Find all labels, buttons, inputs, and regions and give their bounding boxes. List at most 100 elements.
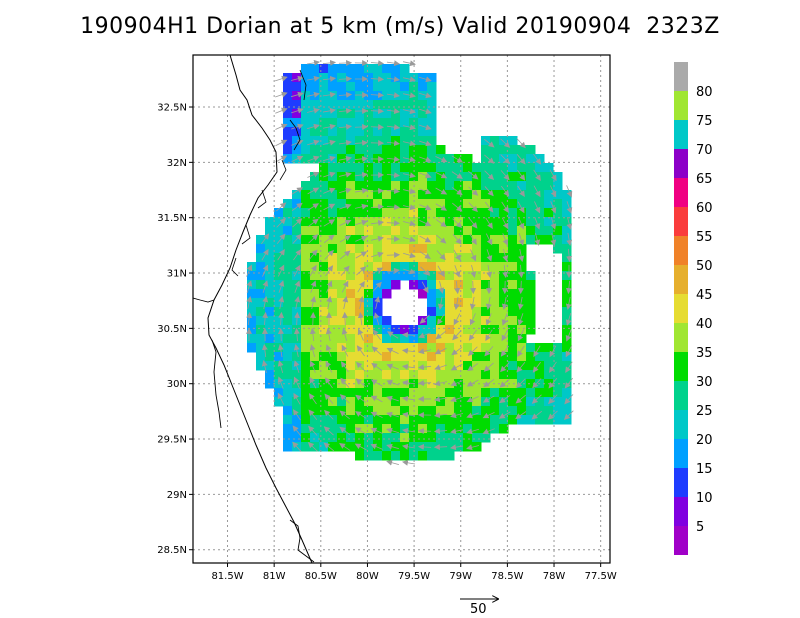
wind-speed-cell — [373, 73, 383, 83]
wind-vector — [485, 217, 493, 229]
y-tick-label: 30.5N — [157, 324, 187, 335]
wind-speed-cell — [364, 298, 374, 308]
wind-speed-cell — [553, 379, 563, 389]
wind-vector — [547, 410, 558, 420]
wind-speed-cell — [382, 235, 392, 245]
wind-speed-cell — [499, 217, 509, 227]
wind-speed-cell — [445, 325, 455, 335]
wind-speed-cell — [553, 388, 563, 398]
wind-vector — [419, 188, 432, 195]
reference-vector-label: 50 — [470, 602, 487, 617]
wind-speed-cell — [328, 379, 338, 389]
wind-speed-cell — [391, 181, 401, 191]
wind-vector — [309, 344, 316, 357]
wind-vector — [308, 393, 317, 405]
wind-speed-cell — [418, 244, 428, 254]
wind-speed-cell — [472, 424, 482, 434]
wind-speed-cell — [508, 154, 518, 164]
wind-speed-cell — [544, 226, 554, 236]
wind-vector — [358, 296, 365, 310]
wind-speed-cell — [427, 271, 437, 281]
wind-speed-cell — [400, 226, 410, 236]
wind-speed-cell — [418, 424, 428, 434]
wind-speed-cell — [409, 145, 419, 155]
wind-speed-cell — [526, 163, 536, 173]
wind-vector — [420, 266, 431, 276]
wind-speed-cell — [301, 415, 311, 425]
wind-speed-cell — [292, 100, 302, 110]
wind-speed-cell — [301, 235, 311, 245]
wind-speed-cell — [544, 361, 554, 371]
wind-vector — [402, 92, 416, 99]
wind-speed-cell — [337, 163, 347, 173]
wind-vector — [566, 216, 573, 230]
wind-speed-cell — [382, 136, 392, 146]
wind-speed-cell — [256, 289, 266, 299]
wind-speed-cell — [310, 262, 320, 272]
wind-speed-cell — [364, 136, 374, 146]
wind-speed-cell — [274, 325, 284, 335]
wind-speed-cell — [508, 208, 518, 218]
wind-speed-cell — [508, 379, 518, 389]
wind-speed-cell — [373, 325, 383, 335]
wind-speed-cell — [373, 82, 383, 92]
wind-speed-cell — [382, 145, 392, 155]
wind-speed-cell — [310, 433, 320, 443]
wind-speed-cell — [481, 325, 491, 335]
wind-speed-cell — [328, 73, 338, 83]
wind-speed-cell — [355, 100, 365, 110]
wind-speed-cell — [301, 316, 311, 326]
wind-speed-cell — [445, 280, 455, 290]
wind-speed-cell — [328, 442, 338, 452]
wind-speed-cell — [562, 325, 572, 335]
wind-speed-cell — [292, 397, 302, 407]
wind-speed-cell — [301, 370, 311, 380]
wind-vector — [401, 363, 416, 370]
wind-speed-cell — [337, 289, 347, 299]
wind-speed-cell — [301, 217, 311, 227]
wind-speed-cell — [463, 226, 473, 236]
wind-vector — [291, 202, 303, 211]
wind-vector — [419, 140, 432, 147]
wind-speed-cell — [337, 109, 347, 119]
wind-speed-cell — [490, 217, 500, 227]
wind-vector — [326, 296, 333, 310]
wind-speed-cell — [454, 163, 464, 173]
wind-speed-cell — [400, 370, 410, 380]
y-tick-label: 30N — [167, 379, 187, 390]
wind-speed-cell — [481, 406, 491, 416]
wind-speed-cell — [445, 163, 455, 173]
wind-vector — [370, 379, 383, 387]
wind-speed-cell — [382, 406, 392, 416]
wind-speed-cell — [292, 82, 302, 92]
wind-speed-cell — [400, 109, 410, 119]
wind-speed-cell — [355, 91, 365, 101]
wind-speed-cell — [445, 406, 455, 416]
wind-vector — [325, 360, 333, 373]
wind-speed-cell — [346, 127, 356, 137]
wind-speed-cell — [274, 307, 284, 317]
wind-speed-cell — [481, 388, 491, 398]
wind-speed-cell — [346, 388, 356, 398]
wind-speed-cell — [544, 352, 554, 362]
wind-speed-cell — [319, 406, 329, 416]
wind-speed-cell — [472, 307, 482, 317]
wind-speed-cell — [481, 271, 491, 281]
wind-vector — [370, 219, 385, 226]
wind-speed-cell — [391, 82, 401, 92]
wind-speed-cell — [508, 199, 518, 209]
wind-speed-cell — [400, 199, 410, 209]
wind-speed-cell — [562, 262, 572, 272]
wind-speed-cell — [400, 262, 410, 272]
wind-speed-cell — [292, 271, 302, 281]
wind-speed-cell — [553, 208, 563, 218]
wind-vector — [370, 235, 384, 242]
wind-speed-cell — [373, 208, 383, 218]
wind-speed-cell — [427, 298, 437, 308]
wind-vector — [308, 425, 318, 436]
wind-speed-cell — [517, 172, 527, 182]
wind-vector — [454, 265, 461, 278]
wind-speed-cell — [481, 199, 491, 209]
x-tick-label: 77.5W — [585, 571, 617, 582]
wind-speed-cell — [328, 82, 338, 92]
